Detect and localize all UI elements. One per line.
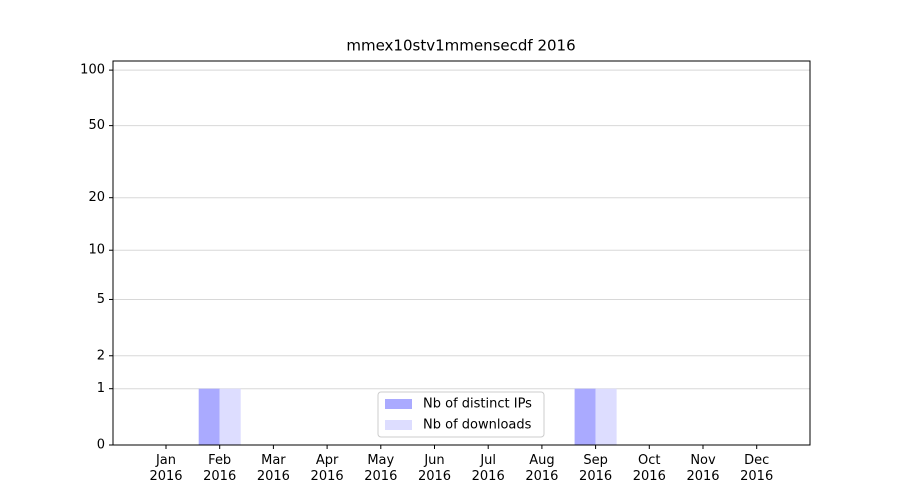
legend-swatch — [385, 420, 412, 430]
y-tick-label: 100 — [80, 63, 105, 78]
x-tick-label: Jun 2016 — [417, 453, 452, 484]
bar — [219, 388, 241, 445]
legend-label: Nb of downloads — [423, 418, 532, 433]
x-tick-label: Mar 2016 — [256, 453, 290, 484]
bar — [595, 388, 617, 445]
bar — [574, 388, 596, 445]
legend-swatch — [385, 399, 412, 409]
y-tick-label: 0 — [97, 438, 105, 453]
plot-frame — [112, 60, 811, 446]
x-tick-label: Feb 2016 — [203, 453, 237, 484]
y-tick-label: 10 — [88, 243, 105, 258]
x-tick-label: Jan 2016 — [149, 453, 183, 484]
bar — [198, 388, 220, 445]
x-tick-label: Oct 2016 — [632, 453, 666, 484]
chart-title: mmex10stv1mmensecdf 2016 — [346, 37, 575, 55]
x-tick-label: Sep 2016 — [579, 453, 613, 484]
x-tick-label: Nov 2016 — [686, 453, 720, 484]
y-tick-label: 20 — [88, 190, 105, 205]
x-tick-label: Jul 2016 — [471, 453, 505, 484]
y-tick-label: 1 — [97, 381, 105, 396]
x-tick-label: May 2016 — [364, 453, 398, 484]
x-tick-label: Apr 2016 — [310, 453, 344, 484]
legend-label: Nb of distinct IPs — [423, 397, 532, 412]
x-tick-label: Dec 2016 — [740, 453, 774, 484]
x-tick-label: Aug 2016 — [525, 453, 559, 484]
y-tick-label: 50 — [88, 118, 105, 133]
legend: Nb of distinct IPs Nb of downloads — [377, 391, 545, 438]
y-tick-label: 5 — [97, 292, 105, 307]
y-tick-label: 2 — [97, 348, 105, 363]
legend-box — [377, 391, 545, 438]
